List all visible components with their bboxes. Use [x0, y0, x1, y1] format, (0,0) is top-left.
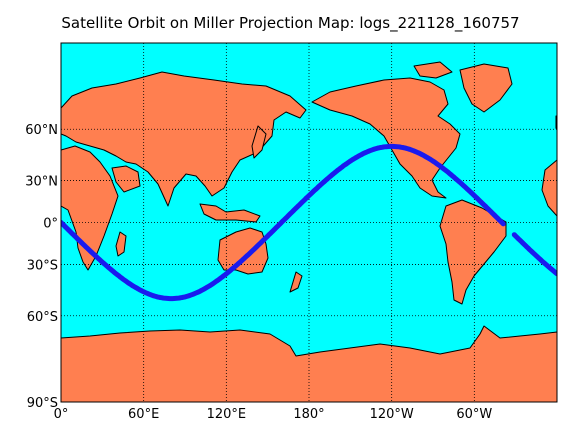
latitude-tick-label: 0°	[43, 217, 58, 232]
indonesia-landmass	[199, 203, 261, 223]
latitude-tick-label: 60°S	[27, 310, 58, 325]
latitude-tick-label: 30°N	[25, 174, 58, 189]
longitude-tick-label: 120°E	[207, 407, 247, 422]
orbit-segment	[61, 143, 506, 302]
latitude-labels: 60°N 30°N 0° 30°S 60°S 90°S	[25, 123, 58, 411]
longitude-tick-label: 180°	[293, 407, 324, 422]
eurasia-landmass	[61, 71, 307, 207]
latitude-tick-label: 30°S	[27, 259, 58, 274]
longitude-tick-label: 60°W	[456, 407, 492, 422]
australia-landmass	[217, 227, 269, 275]
greenland-landmass	[459, 63, 513, 113]
map-frame	[60, 42, 558, 403]
europe-east-fragment	[541, 159, 557, 217]
map-title: Satellite Orbit on Miller Projection Map…	[61, 14, 520, 32]
latitude-tick-label: 90°S	[27, 396, 58, 411]
africa-landmass	[61, 145, 119, 271]
arctic-islands	[413, 61, 453, 79]
madagascar-landmass	[115, 231, 127, 257]
orbit-track	[61, 143, 557, 302]
longitude-tick-label: 0°	[54, 407, 69, 422]
longitude-tick-label: 120°W	[370, 407, 414, 422]
latitude-tick-label: 60°N	[25, 123, 58, 138]
longitude-tick-label: 60°E	[128, 407, 159, 422]
longitude-labels: 0° 60°E 120°E 180° 120°W 60°W	[54, 407, 493, 422]
new-zealand-landmass	[289, 271, 303, 293]
japan-landmass	[251, 125, 267, 159]
arabia-landmass	[111, 165, 141, 193]
orbit-segment	[511, 232, 557, 277]
